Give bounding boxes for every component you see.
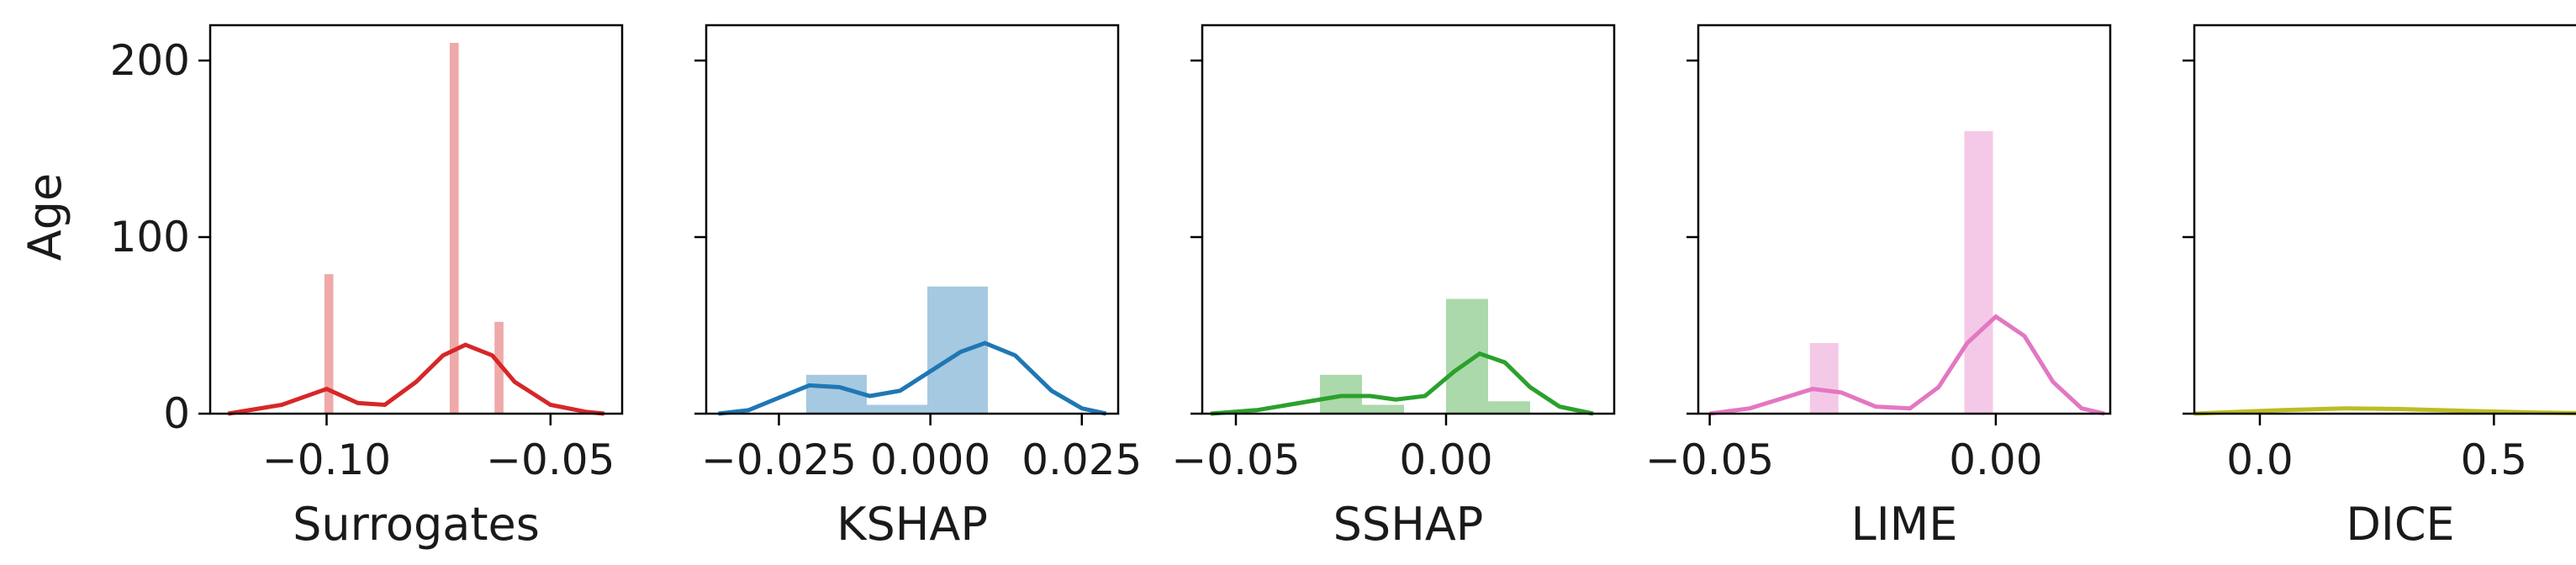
axes-frame bbox=[209, 24, 624, 415]
kde-line bbox=[1709, 314, 2105, 416]
axes-frame bbox=[1201, 24, 1616, 415]
subplot-sshap: −0.05 0.00 SSHAP bbox=[1171, 24, 1616, 551]
y-tick-label: 200 bbox=[110, 36, 190, 85]
histogram-bar bbox=[324, 274, 334, 414]
y-tick-label: 100 bbox=[110, 213, 190, 261]
subplot-surrogates: 0 100 200 −0.10 −0.05 Surrogates bbox=[110, 24, 624, 551]
axes-frame bbox=[1697, 24, 2112, 415]
kde-line bbox=[227, 342, 604, 416]
histogram-bar bbox=[927, 286, 989, 414]
histogram-bar bbox=[1488, 401, 1530, 414]
x-tick-label: −0.10 bbox=[262, 436, 391, 484]
x-tick-label: −0.05 bbox=[1171, 436, 1300, 484]
kde-line bbox=[1210, 351, 1594, 416]
x-axis-label: KSHAP bbox=[837, 498, 988, 551]
subplot-lime: −0.05 0.00 LIME bbox=[1645, 24, 2112, 551]
x-tick-label: 0.0 bbox=[2226, 436, 2294, 484]
x-axis-label: LIME bbox=[1851, 498, 1958, 551]
kde-line bbox=[718, 341, 1107, 416]
x-axis-label: DICE bbox=[2346, 498, 2454, 551]
histogram-bar bbox=[1809, 343, 1839, 414]
axes-frame bbox=[2193, 24, 2576, 415]
histogram-bar bbox=[866, 404, 928, 414]
x-tick-label: −0.025 bbox=[701, 436, 857, 484]
histogram-bar bbox=[1362, 404, 1404, 414]
x-tick-label: 0.00 bbox=[1949, 436, 2042, 484]
x-tick-label: 0.00 bbox=[1399, 436, 1492, 484]
subplot-kshap: −0.025 0.000 0.025 KSHAP bbox=[694, 24, 1142, 551]
x-tick-label: 0.025 bbox=[1021, 436, 1142, 484]
x-axis-label: Surrogates bbox=[293, 498, 540, 551]
axes-frame bbox=[705, 24, 1120, 415]
x-tick-label: 0.000 bbox=[870, 436, 990, 484]
histogram-bar bbox=[449, 43, 459, 414]
subplot-grid: 0 100 200 −0.10 −0.05 Surrogates −0.025 0.000 0.… bbox=[110, 24, 2576, 551]
x-tick-label: 0.5 bbox=[2461, 436, 2528, 484]
y-axis-label: Age bbox=[18, 173, 71, 261]
kde-line bbox=[2193, 406, 2576, 416]
histogram-bar bbox=[494, 321, 504, 414]
x-axis-label: SSHAP bbox=[1333, 498, 1484, 551]
y-tick-label: 0 bbox=[163, 389, 190, 438]
x-tick-label: −0.05 bbox=[1645, 436, 1774, 484]
histogram-bar bbox=[1964, 131, 1993, 414]
x-tick-label: −0.05 bbox=[486, 436, 615, 484]
